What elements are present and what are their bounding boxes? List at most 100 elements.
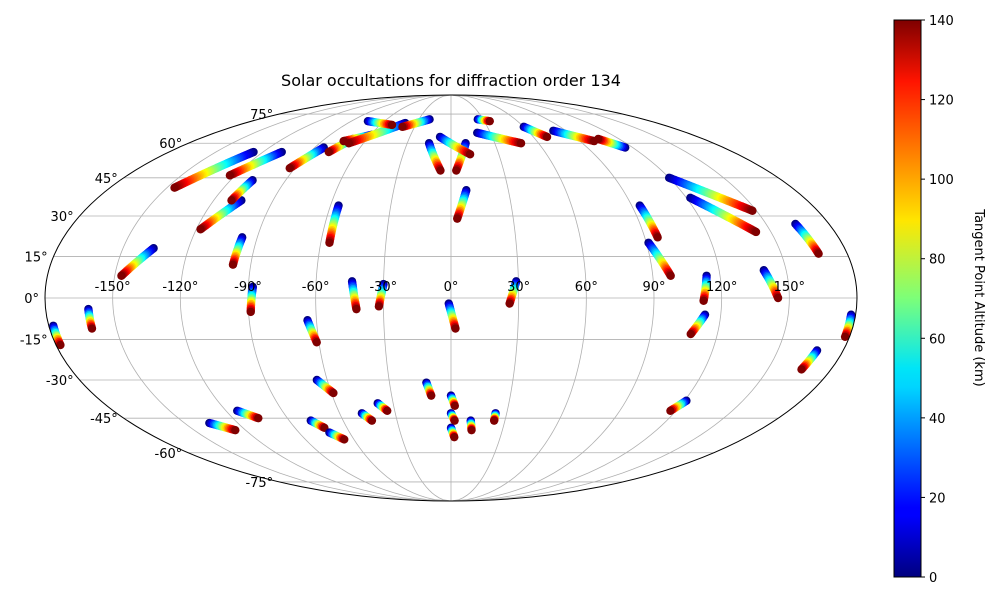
meridian-gridline <box>450 95 587 501</box>
map-boundary <box>44 94 858 502</box>
lon-tick-label: 90° <box>642 280 665 295</box>
track-point <box>398 122 407 132</box>
track-point <box>666 406 675 415</box>
occultation-track <box>246 282 258 317</box>
occultation-track <box>373 399 392 415</box>
occultation-track <box>519 122 552 142</box>
occultation-track <box>444 299 460 333</box>
track-point <box>450 416 459 425</box>
track-point <box>228 260 238 269</box>
track-point <box>383 406 392 415</box>
track-point <box>450 432 459 442</box>
track-point <box>374 302 384 311</box>
occultation-track <box>374 279 388 311</box>
lat-tick-label: 75° <box>250 108 273 123</box>
occultation-track <box>666 396 691 415</box>
occultation-track <box>325 428 349 444</box>
occultation-track <box>233 406 263 423</box>
colorbar-gradient <box>893 19 922 578</box>
lon-tick-label: 120° <box>706 280 737 295</box>
colorbar-ticks: 0 20 40 60 80 100 120 140 <box>921 14 954 586</box>
meridian-gridline <box>450 95 723 501</box>
lon-tick-label: 150° <box>774 280 805 295</box>
colorbar-label: Tangent Point Altitude (km) <box>971 208 986 386</box>
track-point <box>594 134 603 144</box>
track-point <box>196 225 205 234</box>
occultation-track <box>325 201 343 247</box>
chart-title: Solar occultations for diffraction order… <box>281 71 621 90</box>
occultation-track <box>363 116 397 130</box>
meridian-gridline <box>450 95 520 501</box>
track-point <box>453 214 462 223</box>
lon-tick-labels: -150° -120° -90° -60° -30° 0° 30° 60° 90° 120° 150… <box>95 280 805 295</box>
lat-tick-label: -30° <box>46 374 74 389</box>
track-point <box>231 425 240 435</box>
occultation-track <box>285 143 328 173</box>
occultation-track <box>644 238 675 280</box>
colorbar-tick-label: 0 <box>929 571 937 586</box>
lon-tick-label: -150° <box>95 280 131 295</box>
track-point <box>465 150 475 159</box>
track-point <box>699 296 708 305</box>
occultation-track <box>686 310 710 339</box>
occultation-track <box>473 115 494 126</box>
track-point <box>387 120 397 130</box>
track-point <box>542 132 552 142</box>
track-point <box>352 304 361 314</box>
lon-tick-label: 60° <box>575 280 598 295</box>
lat-tick-label: -75° <box>245 476 273 491</box>
track-point <box>227 196 236 205</box>
occultation-track <box>446 391 460 410</box>
track-point <box>653 233 662 242</box>
lat-tick-label: 60° <box>159 137 182 152</box>
track-point <box>285 163 294 173</box>
track-point <box>312 338 321 347</box>
meridian-gridline <box>112 95 452 501</box>
track-point <box>505 299 514 308</box>
track-point <box>436 166 445 175</box>
occultation-track <box>446 423 459 442</box>
meridian-gridline <box>315 95 452 501</box>
colorbar-tick-label: 120 <box>929 94 954 109</box>
lat-tick-labels: -75° -60° -45° -30° -15° 0° 15° 30° 45° 60° 75° <box>20 108 273 491</box>
occultation-track <box>489 409 500 425</box>
occultation-track <box>446 409 459 425</box>
lat-tick-label: -15° <box>20 334 48 349</box>
colorbar-tick-label: 40 <box>929 412 946 427</box>
lon-tick-label: -60° <box>302 280 330 295</box>
track-point <box>246 307 255 317</box>
track-point <box>170 183 179 192</box>
occultation-track <box>49 321 65 350</box>
track-point <box>452 166 461 175</box>
lat-tick-label: -60° <box>155 447 183 462</box>
lat-tick-label: -45° <box>90 412 118 427</box>
occultation-track <box>228 233 247 269</box>
occultation-track <box>225 147 286 180</box>
colorbar-tick-label: 140 <box>929 14 954 29</box>
occultation-track <box>347 277 361 314</box>
graticule <box>45 95 857 501</box>
colorbar-tick-label: 20 <box>929 491 946 506</box>
track-point <box>840 332 850 342</box>
meridian-gridline <box>450 95 655 501</box>
track-point <box>344 139 354 148</box>
occultation-track <box>170 147 258 192</box>
occultation-track <box>205 418 240 435</box>
occultation-track <box>594 134 630 152</box>
track-point <box>773 293 783 303</box>
occultation-track <box>791 219 823 258</box>
track-point <box>467 425 476 435</box>
occultation-track <box>466 416 476 435</box>
lat-tick-label: 0° <box>24 292 39 307</box>
track-point <box>87 324 97 333</box>
track-point <box>329 388 338 398</box>
track-point <box>450 401 460 410</box>
lon-tick-label: -30° <box>369 280 397 295</box>
occultation-track <box>473 128 526 148</box>
track-point <box>489 416 499 425</box>
occultation-track <box>196 196 246 234</box>
lon-tick-label: 0° <box>444 280 459 295</box>
colorbar-tick-label: 60 <box>929 332 946 347</box>
colorbar: 0 20 40 60 80 100 120 140 Tangent Point Altitud… <box>893 14 986 586</box>
